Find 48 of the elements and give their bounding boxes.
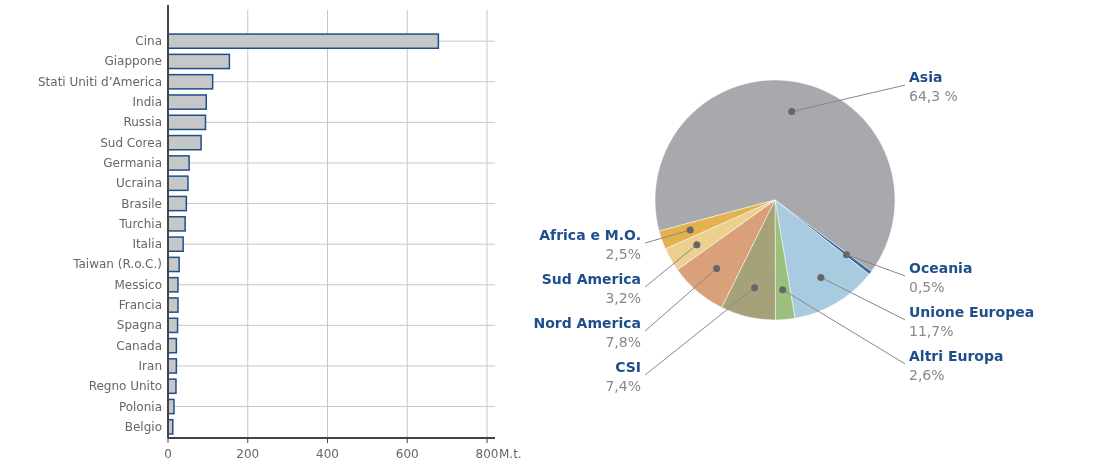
x-axis-title: M.t. [499, 447, 522, 461]
y-tick-label: Germania [103, 155, 162, 170]
x-tick-label: 400 [316, 447, 339, 461]
bar [167, 134, 202, 151]
slice-label: Altri Europa [909, 347, 1004, 364]
bar [167, 175, 189, 192]
y-tick-label: Brasile [121, 196, 162, 211]
data-label: 7,4% [605, 378, 641, 395]
y-tick-label: Polonia [118, 399, 162, 414]
data-label: 7,8% [605, 334, 641, 351]
x-tick-label: 800 [475, 447, 499, 461]
data-label: 2,6% [909, 366, 945, 383]
x-tick-label: 600 [395, 447, 419, 461]
y-tick-label: Russia [123, 115, 162, 130]
data-label: 11,7% [909, 322, 954, 339]
bar [167, 216, 186, 232]
y-tick-label: Stati Uniti d’America [37, 74, 162, 89]
x-tick-label: 200 [236, 447, 260, 461]
data-label: 2,5% [605, 246, 641, 263]
bar [167, 297, 179, 313]
slice-label: Nord America [533, 315, 641, 332]
bar [167, 94, 208, 110]
data-label: 64,3 % [909, 88, 958, 105]
bar [167, 53, 231, 70]
y-tick-label: Ucraina [116, 176, 162, 191]
y-tick-label: Belgio [124, 419, 162, 434]
y-tick-label: Iran [138, 358, 162, 373]
y-tick-label: Giappone [104, 54, 162, 69]
data-label: 3,2% [605, 290, 641, 307]
y-tick-label: Messico [114, 277, 162, 292]
y-tick-label: Sud Corea [100, 135, 162, 150]
y-tick-label: Canada [116, 338, 162, 353]
y-tick-label: Spagna [116, 318, 162, 333]
slice-label: Asia [909, 69, 943, 86]
x-tick-label: 0 [164, 447, 172, 461]
y-tick-label: Italia [132, 237, 162, 252]
data-label: 0,5% [909, 278, 945, 295]
slice-label: CSI [615, 359, 641, 376]
y-tick-label: Regno Unito [88, 379, 162, 394]
y-tick-label: India [132, 95, 162, 110]
slice-label: Sud America [541, 271, 641, 288]
y-tick-label: Cina [135, 34, 162, 49]
slice-label: Africa e M.O. [539, 227, 641, 244]
slice-label: Oceania [909, 259, 973, 276]
slice-label: Unione Europea [909, 303, 1035, 320]
y-tick-label: Francia [118, 298, 162, 313]
y-tick-label: Taiwan (R.o.C.) [72, 257, 162, 272]
y-tick-label: Turchia [118, 216, 162, 231]
